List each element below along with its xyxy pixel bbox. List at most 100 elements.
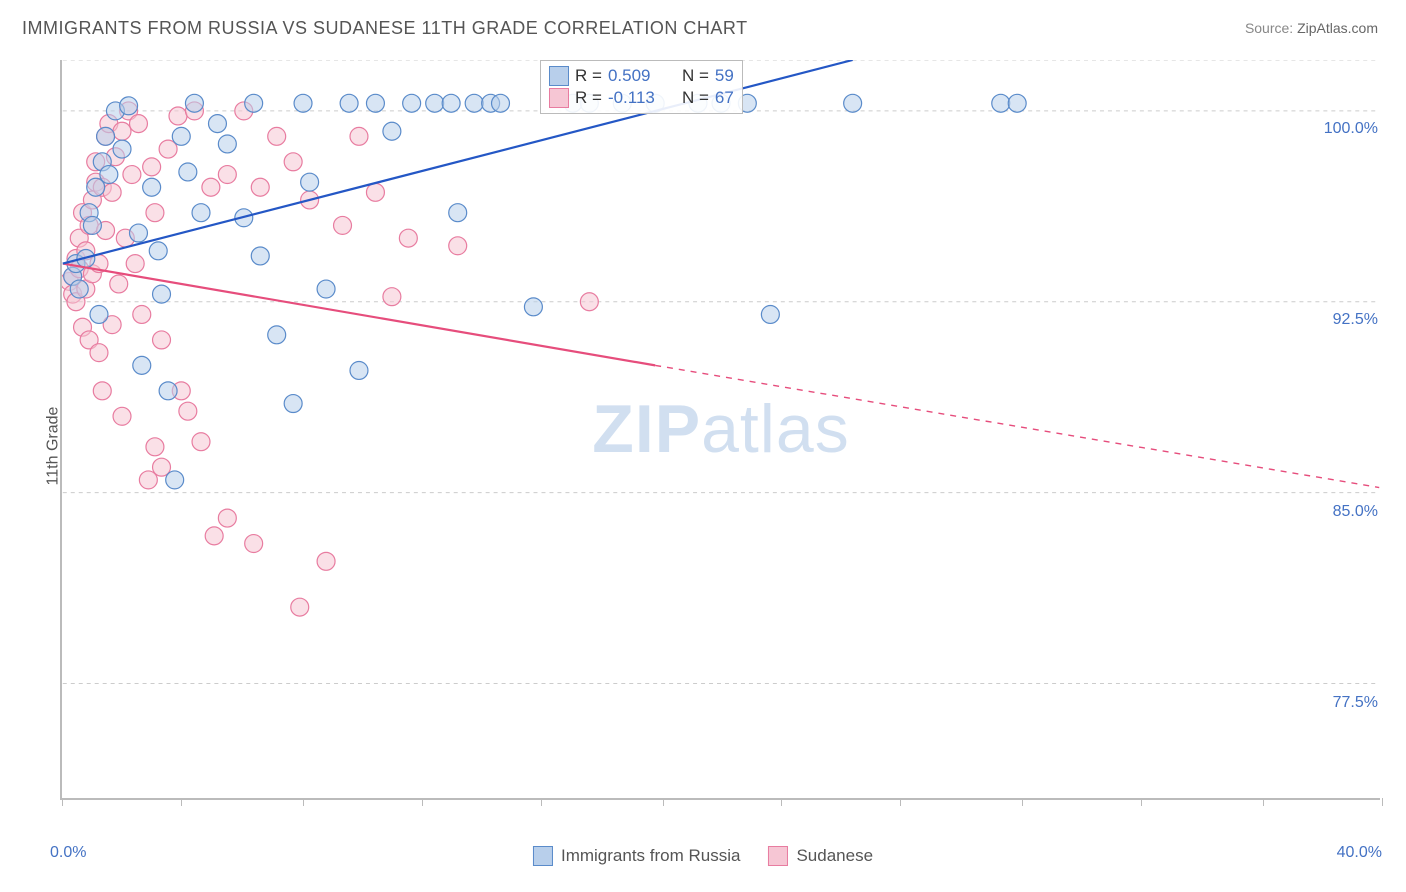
data-point: [64, 285, 82, 303]
x-tick: [541, 798, 542, 806]
r-value-russia: 0.509: [608, 66, 670, 86]
data-point: [77, 280, 95, 298]
data-point: [169, 107, 187, 125]
data-point: [185, 102, 203, 120]
r-label: R =: [575, 66, 602, 86]
data-point: [291, 598, 309, 616]
data-point: [403, 94, 421, 112]
data-point: [284, 395, 302, 413]
data-point: [426, 94, 444, 112]
data-point: [301, 173, 319, 191]
data-point: [449, 204, 467, 222]
source-attribution: Source: ZipAtlas.com: [1245, 20, 1378, 36]
data-point: [90, 255, 108, 273]
data-point: [97, 127, 115, 145]
x-tick: [781, 798, 782, 806]
data-point: [492, 94, 510, 112]
data-point: [62, 272, 78, 290]
data-point: [116, 229, 134, 247]
chart-container: IMMIGRANTS FROM RUSSIA VS SUDANESE 11TH …: [0, 0, 1406, 892]
data-point: [146, 438, 164, 456]
data-point: [159, 140, 177, 158]
x-tick: [1382, 798, 1383, 806]
data-point: [235, 102, 253, 120]
x-axis-max-label: 40.0%: [1337, 844, 1382, 862]
data-point: [90, 344, 108, 362]
x-tick: [422, 798, 423, 806]
data-point: [218, 135, 236, 153]
data-point: [126, 255, 144, 273]
data-point: [366, 94, 384, 112]
watermark-rest: atlas: [701, 391, 850, 467]
data-point: [113, 407, 131, 425]
r-value-sudanese: -0.113: [608, 88, 670, 108]
data-point: [100, 166, 118, 184]
data-point: [442, 94, 460, 112]
watermark: ZIPatlas: [592, 390, 849, 468]
x-tick: [181, 798, 182, 806]
data-point: [67, 255, 85, 273]
data-point: [130, 224, 148, 242]
n-label: N =: [682, 88, 709, 108]
data-point: [139, 471, 157, 489]
data-point: [524, 298, 542, 316]
data-point: [97, 222, 115, 240]
data-point: [301, 191, 319, 209]
n-label: N =: [682, 66, 709, 86]
y-tick-label: 92.5%: [1329, 311, 1382, 329]
data-point: [172, 127, 190, 145]
swatch-russia: [549, 66, 569, 86]
data-point: [172, 382, 190, 400]
data-point: [143, 178, 161, 196]
x-tick: [900, 798, 901, 806]
data-point: [90, 306, 108, 324]
data-point: [83, 265, 101, 283]
data-point: [113, 140, 131, 158]
data-point: [103, 183, 121, 201]
data-point: [149, 242, 167, 260]
data-point: [580, 293, 598, 311]
plot-area: ZIPatlas 77.5%85.0%92.5%100.0%: [60, 60, 1380, 800]
data-point: [67, 250, 85, 268]
y-tick-label: 85.0%: [1329, 503, 1382, 521]
x-tick: [1022, 798, 1023, 806]
data-point: [123, 166, 141, 184]
data-point: [1008, 94, 1026, 112]
data-point: [70, 260, 88, 278]
data-point: [74, 318, 92, 336]
data-point: [110, 275, 128, 293]
source-label: Source:: [1245, 20, 1293, 36]
data-point: [77, 250, 95, 268]
data-point: [67, 293, 85, 311]
x-axis-min-label: 0.0%: [50, 844, 86, 862]
data-point: [350, 127, 368, 145]
data-point: [245, 535, 263, 553]
data-point: [294, 94, 312, 112]
data-point: [83, 216, 101, 234]
plot-svg: [62, 60, 1380, 798]
data-point: [87, 178, 105, 196]
data-point: [366, 183, 384, 201]
data-point: [146, 204, 164, 222]
watermark-bold: ZIP: [592, 391, 701, 467]
data-point: [106, 102, 124, 120]
data-point: [70, 280, 88, 298]
legend-label-sudanese: Sudanese: [796, 846, 873, 866]
data-point: [120, 102, 138, 120]
data-point: [235, 209, 253, 227]
data-point: [218, 166, 236, 184]
data-point: [185, 94, 203, 112]
legend-row-sudanese: R = -0.113 N = 67: [549, 87, 734, 109]
data-point: [83, 191, 101, 209]
data-point: [218, 509, 236, 527]
data-point: [245, 94, 263, 112]
y-tick-label: 100.0%: [1320, 120, 1382, 138]
series-legend: Immigrants from Russia Sudanese: [533, 846, 873, 866]
x-tick: [303, 798, 304, 806]
data-point: [87, 153, 105, 171]
data-point: [350, 361, 368, 379]
data-point: [70, 229, 88, 247]
data-point: [120, 97, 138, 115]
data-point: [317, 280, 335, 298]
data-point: [208, 115, 226, 133]
